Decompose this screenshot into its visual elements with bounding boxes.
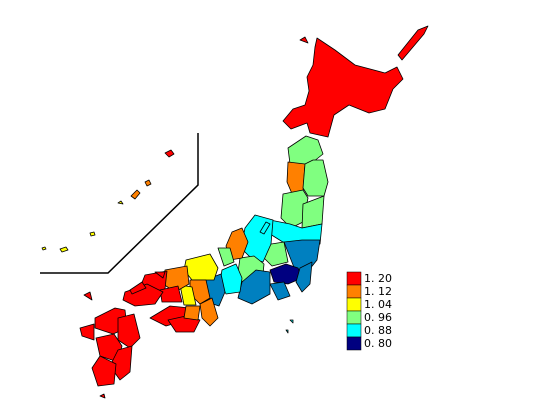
japan-map bbox=[41, 25, 429, 399]
legend-swatch bbox=[346, 284, 362, 299]
legend-label: 0. 96 bbox=[364, 311, 392, 324]
legend-label: 1. 04 bbox=[364, 298, 392, 311]
legend-label: 0. 88 bbox=[364, 324, 392, 337]
legend-label: 0. 80 bbox=[364, 337, 392, 350]
legend-swatch bbox=[346, 271, 362, 286]
legend-swatch bbox=[346, 297, 362, 312]
legend-swatch bbox=[346, 323, 362, 338]
legend-label: 1. 12 bbox=[364, 285, 392, 298]
legend-swatch bbox=[346, 336, 362, 351]
legend: 1. 201. 121. 040. 960. 880. 80 bbox=[346, 271, 392, 351]
legend-label: 1. 20 bbox=[364, 272, 392, 285]
inset-border bbox=[40, 133, 199, 274]
legend-swatch bbox=[346, 310, 362, 325]
